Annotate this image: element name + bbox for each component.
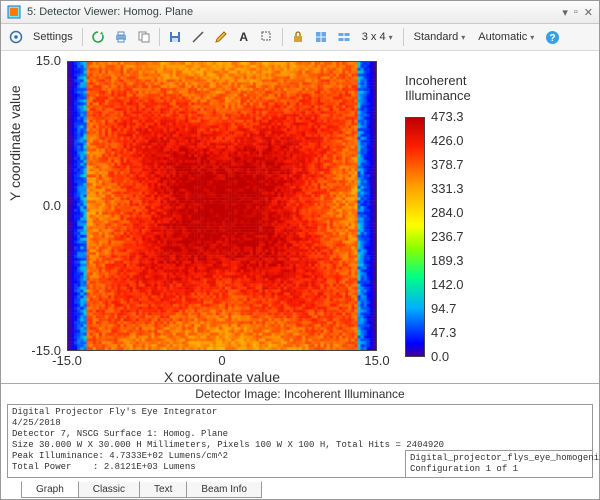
y-tick: 15.0 (17, 53, 61, 68)
tab-text[interactable]: Text (139, 481, 187, 498)
colorbar-tick: 47.3 (431, 325, 456, 340)
line-tool-icon[interactable] (189, 28, 207, 46)
tab-graph[interactable]: Graph (21, 481, 79, 498)
plot-area: Y coordinate value -15.00.015.0 -15.0015… (1, 51, 599, 383)
save-icon[interactable] (166, 28, 184, 46)
colorbar-tick: 378.7 (431, 157, 464, 172)
automatic-dropdown[interactable]: Automatic▾ (474, 31, 538, 43)
colorbar-tick: 426.0 (431, 133, 464, 148)
restore-button[interactable]: ▫ (574, 6, 578, 19)
help-icon[interactable]: ? (543, 28, 561, 46)
colorbar-tick: 0.0 (431, 349, 449, 364)
x-tick: 0 (192, 353, 252, 368)
x-tick: 15.0 (347, 353, 407, 368)
info-panel: Digital Projector Fly's Eye Integrator 4… (7, 404, 593, 478)
window-title: 5: Detector Viewer: Homog. Plane (27, 6, 193, 18)
lock-icon[interactable] (289, 28, 307, 46)
copy-icon[interactable] (135, 28, 153, 46)
tab-beam-info[interactable]: Beam Info (186, 481, 262, 498)
heatmap-plot[interactable] (67, 61, 377, 351)
standard-dropdown[interactable]: Standard▾ (410, 31, 470, 43)
y-axis-label: Y coordinate value (7, 85, 23, 201)
detail-title: Detector Image: Incoherent Illuminance (1, 383, 599, 404)
content-area: Y coordinate value -15.00.015.0 -15.0015… (1, 51, 599, 499)
minimize-button[interactable]: ▾ (562, 6, 568, 19)
y-tick: 0.0 (17, 198, 61, 213)
svg-text:?: ? (549, 33, 555, 44)
zoom-icon[interactable] (258, 28, 276, 46)
grid-icon[interactable] (312, 28, 330, 46)
settings-label[interactable]: Settings (30, 31, 76, 43)
colorbar-tick: 236.7 (431, 229, 464, 244)
window-controls: ▾ ▫ ✕ (562, 6, 593, 19)
colorbar-title: IncoherentIlluminance (405, 73, 471, 103)
window-titlebar: 5: Detector Viewer: Homog. Plane ▾ ▫ ✕ (1, 1, 599, 24)
x-axis-label: X coordinate value (67, 369, 377, 385)
colorbar-tick: 189.3 (431, 253, 464, 268)
refresh-icon[interactable] (89, 28, 107, 46)
colorbar-tick: 142.0 (431, 277, 464, 292)
app-icon (7, 5, 21, 19)
colorbar-tick: 284.0 (431, 205, 464, 220)
settings-icon[interactable] (7, 28, 25, 46)
toolbar: Settings A 3 x 4▾ Standard▾ Automatic▾ ? (1, 24, 599, 51)
tab-classic[interactable]: Classic (78, 481, 140, 498)
layout-icon[interactable] (335, 28, 353, 46)
text-tool-icon[interactable]: A (235, 28, 253, 46)
x-tick: -15.0 (37, 353, 97, 368)
tab-bar: GraphClassicTextBeam Info (1, 479, 599, 499)
config-text: Digital_projector_flys_eye_homogenizer.z… (405, 450, 592, 477)
print-icon[interactable] (112, 28, 130, 46)
edit-icon[interactable] (212, 28, 230, 46)
close-button[interactable]: ✕ (584, 6, 593, 19)
grid-selector[interactable]: 3 x 4▾ (358, 31, 397, 43)
info-text: Digital Projector Fly's Eye Integrator 4… (12, 407, 410, 473)
app-window: 5: Detector Viewer: Homog. Plane ▾ ▫ ✕ S… (0, 0, 600, 500)
colorbar-tick: 473.3 (431, 109, 464, 124)
colorbar (405, 117, 425, 357)
colorbar-tick: 94.7 (431, 301, 456, 316)
colorbar-tick: 331.3 (431, 181, 464, 196)
